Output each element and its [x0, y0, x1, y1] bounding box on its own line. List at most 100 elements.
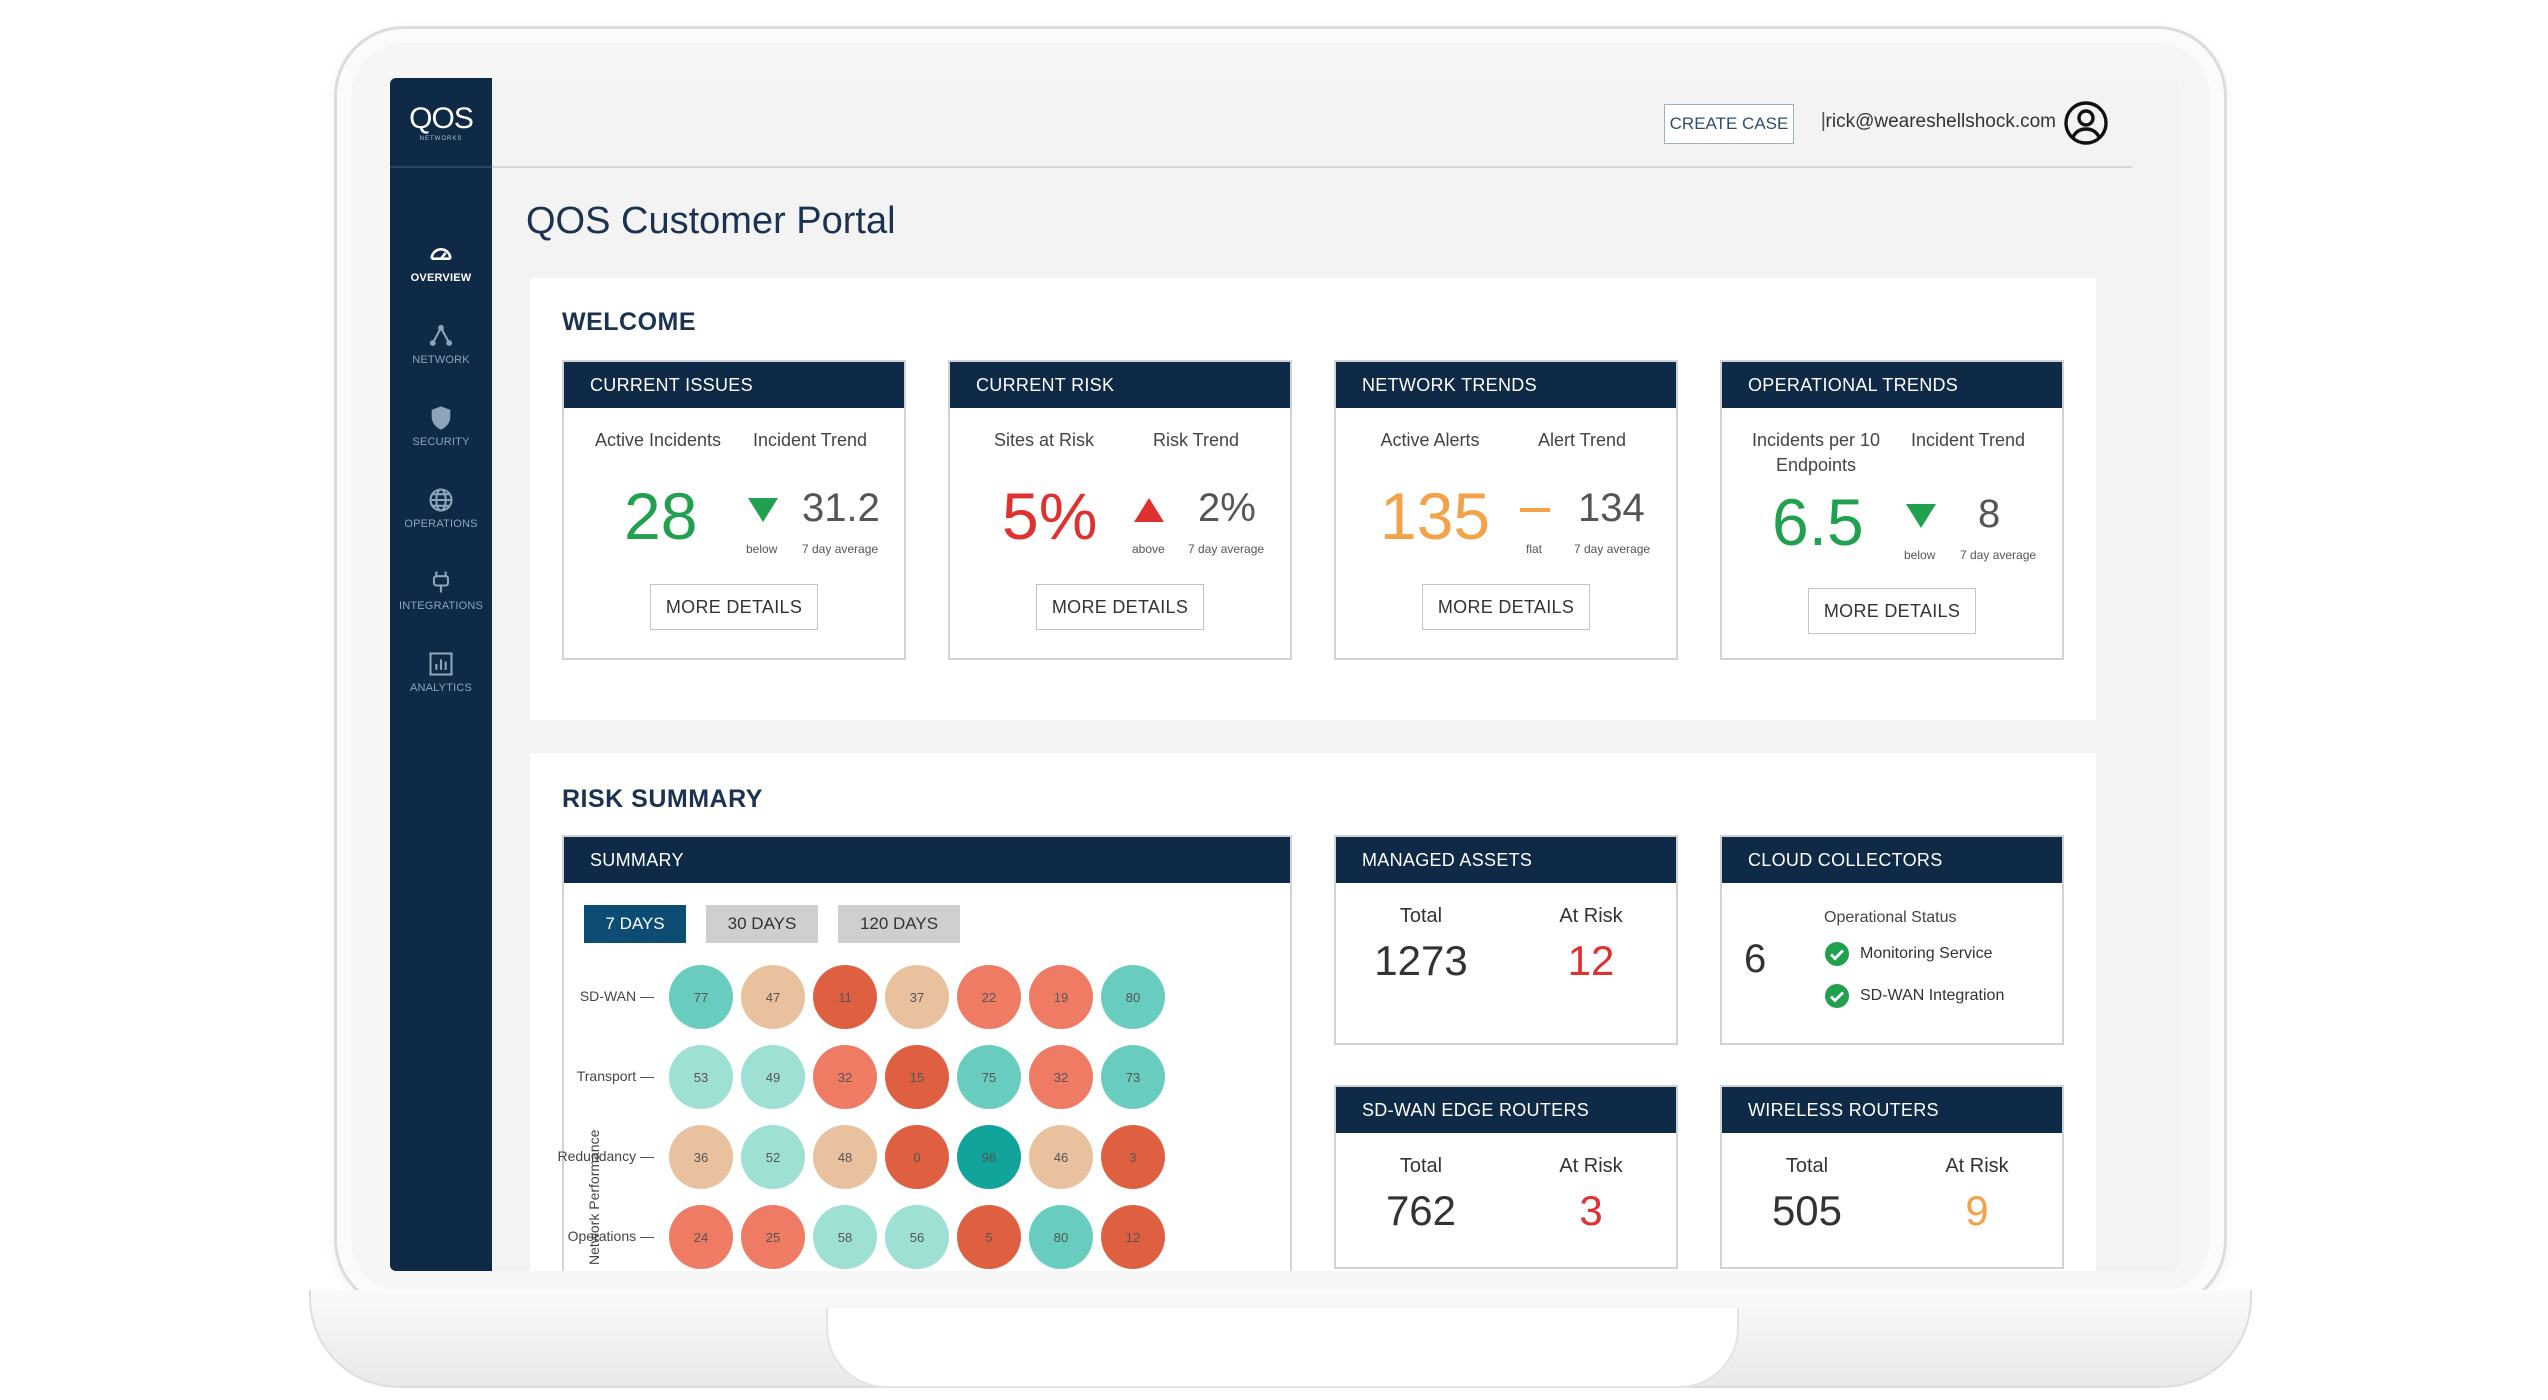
heatmap-bubble[interactable]: 37: [885, 965, 949, 1029]
bar-chart-icon: [429, 652, 453, 676]
gauge-icon: [430, 248, 452, 260]
at-risk-label: At Risk: [1945, 1155, 2009, 1177]
trend-word: flat: [1526, 542, 1543, 556]
trend-word: below: [1904, 548, 1936, 562]
risk-heatmap: Network Performance SD-WAN —77 47 11 37 22 19…: [557, 837, 1290, 1271]
operational-status-label: Operational Status: [1824, 909, 1957, 926]
logo[interactable]: QOS NETWORKS: [390, 78, 492, 168]
heatmap-bubble[interactable]: 77: [669, 965, 733, 1029]
heatmap-bubble[interactable]: 80: [1029, 1205, 1093, 1269]
heatmap-bubble[interactable]: 15: [885, 1045, 949, 1109]
metric-value: 5%: [1002, 479, 1098, 553]
sidebar-item-operations[interactable]: OPERATIONS: [390, 486, 492, 568]
at-risk-value: 12: [1567, 937, 1615, 984]
status-item: SD-WAN Integration: [1824, 983, 2004, 1009]
sidebar-item-integrations[interactable]: INTEGRATIONS: [390, 568, 492, 650]
app-screen: QOS NETWORKS OVERVIEW NETWORK SECURITY O…: [390, 78, 2178, 1271]
sidebar-item-overview[interactable]: OVERVIEW: [390, 240, 492, 322]
heatmap-bubble[interactable]: 56: [885, 1205, 949, 1269]
heatmap-bubble[interactable]: 25: [741, 1205, 805, 1269]
trend-word: above: [1132, 542, 1165, 556]
heatmap-bubble[interactable]: 80: [1101, 965, 1165, 1029]
total-label: Total: [1399, 905, 1443, 927]
at-risk-value: 3: [1579, 1187, 1603, 1234]
heatmap-bubble[interactable]: 24: [669, 1205, 733, 1269]
heatmap-bubble[interactable]: 48: [813, 1125, 877, 1189]
trend-value: 8: [1978, 492, 2001, 536]
heatmap-bubble[interactable]: 0: [885, 1125, 949, 1189]
average-label: 7 day average: [1960, 548, 2037, 562]
metric-labels: Active Incidents Incident Trend: [564, 428, 904, 453]
heatmap-bubble[interactable]: 22: [957, 965, 1021, 1029]
asset-values: 505 9: [1722, 1187, 2062, 1235]
sidebar-item-analytics[interactable]: ANALYTICS: [390, 650, 492, 732]
heatmap-bubble[interactable]: 49: [741, 1045, 805, 1109]
user-email[interactable]: rick@weareshellshock.com: [1825, 111, 2056, 132]
metric-labels: Incidents per 10 Endpoints Incident Tren…: [1722, 428, 2062, 478]
average-label: 7 day average: [1574, 542, 1651, 556]
sidebar-item-label: OVERVIEW: [410, 272, 472, 284]
sidebar-item-network[interactable]: NETWORK: [390, 322, 492, 404]
heatmap-bubble[interactable]: 32: [813, 1045, 877, 1109]
total-label: Total: [1399, 1155, 1443, 1177]
logo-subtext: NETWORKS: [419, 136, 463, 142]
heatmap-row-label: Redundancy —: [557, 1148, 654, 1164]
range-30-days-button[interactable]: 30 DAYS: [706, 905, 818, 943]
current-risk-card: CURRENT RISK Sites at Risk Risk Trend 5%…: [948, 360, 1292, 660]
more-details-button[interactable]: MORE DETAILS: [1422, 584, 1590, 630]
welcome-panel: WELCOME CURRENT ISSUES Active Incidents …: [530, 278, 2096, 720]
heatmap-bubble[interactable]: 3: [1101, 1125, 1165, 1189]
heatmap-bubble[interactable]: 11: [813, 965, 877, 1029]
card-title: CLOUD COLLECTORS: [1722, 837, 2062, 883]
managed-assets-card: MANAGED ASSETS Total At Risk 1273 12: [1334, 835, 1678, 1045]
heatmap-bubble[interactable]: 12: [1101, 1205, 1165, 1269]
globe-icon: [429, 488, 453, 512]
asset-values: 1273 12: [1336, 937, 1676, 985]
metric-label-right: Alert Trend: [1537, 430, 1627, 450]
heatmap-bubble[interactable]: 32: [1029, 1045, 1093, 1109]
metric-label-left: Incidents per 10 Endpoints: [1751, 430, 1881, 476]
more-details-button[interactable]: MORE DETAILS: [1808, 588, 1976, 634]
sidebar-item-label: SECURITY: [412, 436, 470, 448]
heatmap-bubble[interactable]: 5: [957, 1205, 1021, 1269]
heatmap-bubble[interactable]: 47: [741, 965, 805, 1029]
heatmap-bubble[interactable]: 98: [957, 1125, 1021, 1189]
heatmap-bubble[interactable]: 19: [1029, 965, 1093, 1029]
heatmap-bubble[interactable]: 36: [669, 1125, 733, 1189]
asset-values: 762 3: [1336, 1187, 1676, 1235]
create-case-button[interactable]: CREATE CASE: [1664, 104, 1794, 144]
check-circle-icon: [1825, 984, 1849, 1008]
metric-label-right: Risk Trend: [1152, 430, 1240, 450]
card-title: CURRENT RISK: [950, 362, 1290, 408]
trend-down-icon: [748, 498, 778, 522]
metric-label-left: Active Incidents: [594, 430, 722, 450]
card-title: CURRENT ISSUES: [564, 362, 904, 408]
sidebar-item-label: INTEGRATIONS: [398, 600, 484, 612]
card-title: MANAGED ASSETS: [1336, 837, 1676, 883]
heatmap-bubble[interactable]: 73: [1101, 1045, 1165, 1109]
total-value: 505: [1771, 1187, 1843, 1234]
metric-value: 28: [624, 479, 698, 553]
more-details-button[interactable]: MORE DETAILS: [1036, 584, 1204, 630]
header-separator: |: [1820, 110, 1826, 132]
heatmap-row-label: Operations —: [567, 1228, 654, 1244]
heatmap-bubble[interactable]: 46: [1029, 1125, 1093, 1189]
more-details-button[interactable]: MORE DETAILS: [650, 584, 818, 630]
heatmap-bubble[interactable]: 53: [669, 1045, 733, 1109]
trend-word: below: [746, 542, 778, 556]
sidebar-item-security[interactable]: SECURITY: [390, 404, 492, 486]
heatmap-bubble[interactable]: 75: [957, 1045, 1021, 1109]
range-7-days-button[interactable]: 7 DAYS: [584, 905, 686, 943]
asset-labels: Total At Risk: [1336, 1155, 1676, 1178]
range-120-days-button[interactable]: 120 DAYS: [838, 905, 960, 943]
total-value: 1273: [1374, 937, 1468, 984]
heatmap-bubble[interactable]: 58: [813, 1205, 877, 1269]
card-title: SUMMARY: [564, 837, 1290, 883]
card-title: WIRELESS ROUTERS: [1722, 1087, 2062, 1133]
user-avatar-icon[interactable]: [2062, 99, 2110, 147]
sidebar-item-label: NETWORK: [412, 354, 470, 366]
heatmap-bubble[interactable]: 52: [741, 1125, 805, 1189]
sidebar-nav: OVERVIEW NETWORK SECURITY OPERATIONS INT…: [390, 240, 492, 732]
risk-summary-panel: RISK SUMMARY SUMMARY 7 DAYS 30 DAYS 120 …: [530, 753, 2096, 1271]
asset-labels: Total At Risk: [1722, 1155, 2062, 1178]
